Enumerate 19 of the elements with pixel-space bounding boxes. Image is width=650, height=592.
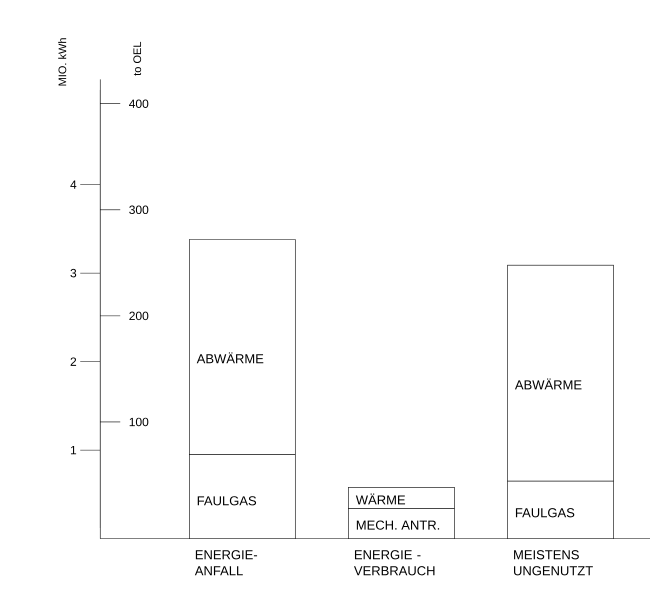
text: FAULGAS bbox=[516, 508, 574, 518]
x-tick-label: ENERGIE - VERBRAUCH bbox=[354, 550, 434, 576]
y-tick-label: 3 bbox=[70, 268, 76, 278]
y2-tick-label: 100 bbox=[130, 418, 148, 426]
x-tick-label: MEISTENS UNGENUTZT bbox=[514, 550, 593, 576]
series-label: FAULGAS bbox=[198, 496, 256, 506]
y-tick-label: 4 bbox=[70, 180, 76, 189]
text: ABWÄRME bbox=[514, 378, 582, 390]
series-label: MECH. ANTR. bbox=[356, 520, 440, 530]
y2-tick-label: 400 bbox=[129, 99, 148, 108]
x-tick-label: ENERGIE- ANFALL bbox=[194, 550, 258, 576]
series-label: ABWÄRME bbox=[196, 352, 264, 364]
y-tick-label: 2 bbox=[70, 357, 76, 366]
y-tick-label: 1 bbox=[70, 446, 76, 454]
y-axis-title: MIO. kWh bbox=[58, 38, 66, 86]
y2-tick-label: 300 bbox=[129, 206, 148, 214]
series-label: WÄRME bbox=[356, 494, 406, 504]
y2-axis-title: to OEL bbox=[133, 42, 142, 76]
y2-tick-label: 200 bbox=[129, 312, 148, 320]
